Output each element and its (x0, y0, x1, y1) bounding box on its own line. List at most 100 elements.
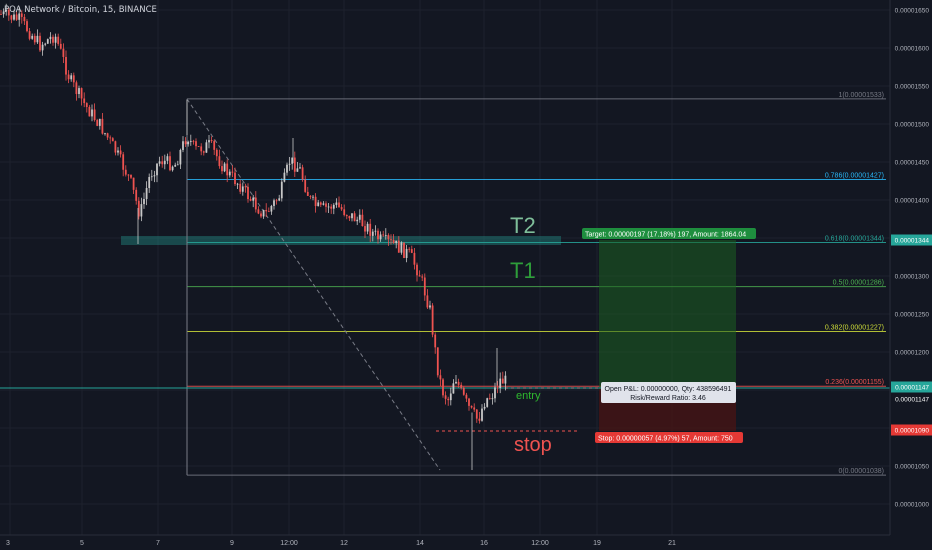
time-tick-label: 7 (156, 540, 160, 547)
candle (85, 102, 88, 113)
candle (361, 209, 364, 227)
price-tick-label: 0.00001400 (895, 198, 930, 205)
price-tick-label: 0.00001500 (895, 122, 930, 129)
candle (293, 151, 296, 177)
candle (449, 387, 452, 406)
candle (465, 392, 468, 403)
candle (470, 405, 473, 409)
candle (93, 103, 96, 122)
price-axis[interactable]: 0.00001650 0.00001600 0.00001550 0.00001500… (889, 0, 932, 535)
price-tag: 0.00001147 (891, 381, 932, 393)
candle (405, 244, 408, 263)
candle (481, 404, 483, 422)
entry-annotation[interactable]: entry (516, 390, 541, 402)
candle (143, 192, 145, 209)
t2-annotation[interactable]: T2 (510, 213, 536, 238)
fibonacci-retracement[interactable]: 1(0.00001533) 0.786(0.00001427) 0.618(0.00… (186, 92, 886, 476)
target-label-box[interactable]: Target: 0.00000197 (17.18%) 197, Amount:… (582, 228, 756, 239)
price-tick-label: 0.00001000 (895, 502, 930, 509)
candle (504, 371, 507, 391)
candle (39, 32, 41, 53)
candle (49, 32, 52, 44)
candle (244, 183, 247, 193)
candle (78, 85, 80, 99)
candle (124, 165, 127, 177)
candle (205, 139, 208, 153)
svg-text:0.00001090: 0.00001090 (895, 428, 930, 435)
candle (65, 50, 67, 81)
candle (275, 198, 278, 205)
candle (384, 228, 387, 240)
candle (431, 303, 434, 338)
candle (176, 160, 179, 166)
candle (228, 169, 231, 178)
pnl-label-box[interactable]: Open P&L: 0.00000000, Qty: 438596491 Ris… (601, 382, 736, 403)
candle (221, 160, 223, 175)
candle (366, 221, 369, 235)
candle (455, 374, 457, 385)
price-tag: 0.00001147 (891, 393, 932, 405)
candle (241, 182, 244, 196)
symbol-title[interactable]: POA Network / Bitcoin, 15, BINANCE (4, 5, 157, 15)
candle (223, 162, 226, 173)
resistance-zone[interactable] (121, 236, 561, 245)
fib-trend-line[interactable] (186, 98, 441, 471)
stop-annotation[interactable]: stop (514, 434, 552, 456)
candle (442, 377, 444, 398)
candle (171, 165, 174, 172)
candle (202, 150, 205, 156)
candle (475, 409, 478, 423)
svg-text:0.00001147: 0.00001147 (895, 397, 929, 404)
candle (335, 198, 338, 208)
candle (345, 214, 348, 220)
candle (239, 179, 242, 195)
stop-label-box[interactable]: Stop: 0.00000057 (4.97%) 57, Amount: 750 (595, 432, 743, 443)
candle (488, 393, 491, 400)
candle (379, 231, 382, 242)
candle (265, 203, 268, 217)
candle (403, 242, 405, 259)
candle (197, 145, 200, 147)
time-tick-label: 19 (593, 540, 601, 547)
candle (166, 153, 169, 165)
t1-annotation[interactable]: T1 (510, 258, 536, 283)
pnl-line-1: Open P&L: 0.00000000, Qty: 438596491 (605, 386, 732, 393)
candle (72, 72, 75, 88)
candle (340, 204, 343, 211)
pnl-line-2: Risk/Reward Ratio: 3.46 (630, 395, 706, 402)
candle (54, 33, 57, 49)
candle (260, 211, 262, 219)
candle (75, 80, 78, 101)
candle (299, 163, 301, 169)
candle (447, 396, 450, 406)
candle (26, 19, 28, 33)
candle (33, 33, 36, 45)
candle (501, 371, 504, 384)
candle (410, 245, 413, 254)
candle (119, 145, 122, 158)
candle (215, 148, 218, 161)
candle (135, 187, 138, 205)
svg-text:0.00001344: 0.00001344 (895, 238, 930, 245)
time-tick-label: 3 (6, 540, 10, 547)
candle (288, 157, 291, 171)
candle (18, 6, 21, 27)
price-tick-label: 0.00001050 (895, 464, 930, 471)
candle (397, 236, 400, 253)
candle (314, 193, 317, 213)
candle (91, 104, 93, 122)
candle (273, 198, 275, 210)
fib-level-label: 0.618(0.00001344) (825, 236, 884, 243)
candle (226, 159, 229, 183)
candle (192, 139, 195, 145)
candle (423, 273, 426, 301)
target-zone[interactable] (599, 240, 736, 388)
candle (371, 228, 374, 242)
candle (343, 204, 346, 217)
candle (236, 182, 239, 190)
candle (88, 105, 91, 117)
candle (358, 209, 361, 223)
candle (179, 148, 182, 170)
time-axis[interactable]: 3 5 7 9 12:00 12 14 16 12:00 19 21 (0, 534, 890, 547)
